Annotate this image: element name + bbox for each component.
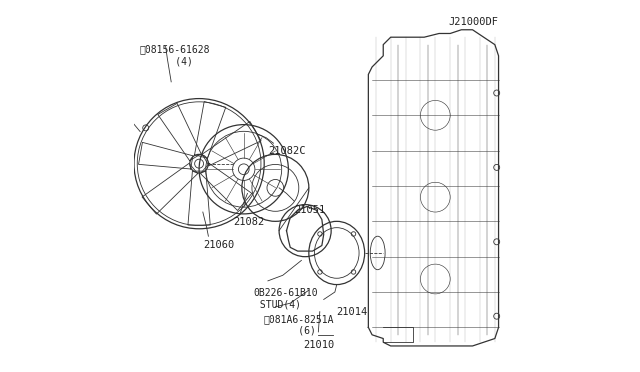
Text: Ⓑ081A6-8251A
      (6): Ⓑ081A6-8251A (6) <box>264 314 334 336</box>
Text: 21051: 21051 <box>294 205 325 215</box>
Text: 21082: 21082 <box>234 217 265 227</box>
Text: J21000DF: J21000DF <box>449 17 499 27</box>
Text: 21060: 21060 <box>203 240 234 250</box>
Text: 21014: 21014 <box>337 307 368 317</box>
Text: 21010: 21010 <box>303 340 335 350</box>
Text: 21082C: 21082C <box>269 146 306 156</box>
Text: Ⓑ08156-61628
      (4): Ⓑ08156-61628 (4) <box>140 45 210 66</box>
Text: 0B226-61B10
 STUD(4): 0B226-61B10 STUD(4) <box>254 288 319 310</box>
